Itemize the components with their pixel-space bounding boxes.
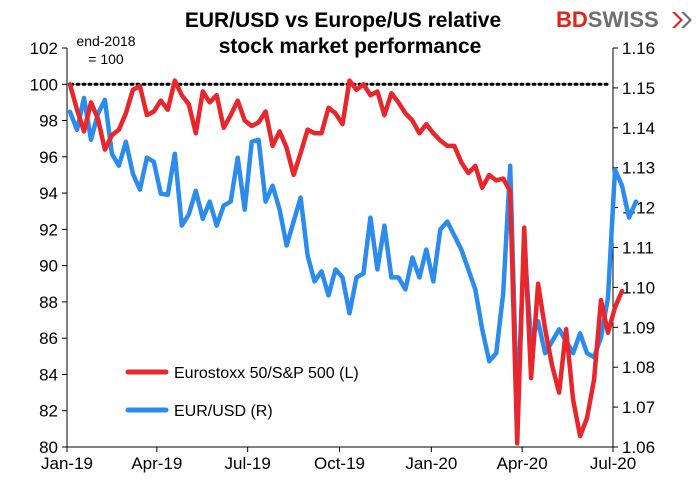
legend-label-eurostoxx: Eurostoxx 50/S&P 500 (L) (174, 365, 359, 382)
legend: Eurostoxx 50/S&P 500 (L) EUR/USD (R) (125, 365, 359, 420)
left-tick-label: 84 (39, 365, 58, 384)
series-line-eurostoxx (67, 78, 625, 446)
annotation-line1: end-2018 (76, 33, 135, 49)
right-tick-label: 1.13 (622, 159, 655, 178)
logo-chevrons-icon (672, 12, 692, 28)
annotation-line2: = 100 (88, 51, 124, 67)
right-tick-label: 1.11 (622, 239, 654, 258)
right-tick-label: 1.06 (622, 438, 655, 457)
left-tick-label: 100 (30, 75, 58, 94)
right-tick-label: 1.14 (622, 119, 655, 138)
left-tick-label: 80 (39, 438, 58, 457)
logo-swiss: SWISS (588, 7, 659, 32)
left-tick-label: 88 (39, 293, 58, 312)
x-tick-label: Apr-20 (497, 454, 548, 473)
series-line-eurusd (67, 95, 639, 416)
right-tick-label: 1.09 (622, 318, 655, 337)
x-tick-label: Jan-19 (41, 454, 93, 473)
right-tick-label: 1.07 (622, 398, 655, 417)
right-tick-label: 1.16 (622, 39, 655, 58)
x-tick-label: Apr-19 (131, 454, 182, 473)
x-tick-label: Jul-19 (225, 454, 271, 473)
legend-label-eurusd: EUR/USD (R) (174, 403, 273, 420)
chart-title-line2: stock market performance (219, 35, 482, 58)
left-tick-label: 86 (39, 329, 58, 348)
left-tick-label: 94 (39, 184, 58, 203)
right-tick-label: 1.10 (622, 278, 655, 297)
x-tick-label: Oct-19 (314, 454, 365, 473)
brand-logo: BDSWISS (556, 7, 692, 32)
axes: 80 82 84 86 88 90 92 94 96 98 100 102 1.06 1.07 1.08 1.… (30, 39, 655, 473)
x-tick-label: Jul-20 (590, 454, 636, 473)
left-tick-label: 96 (39, 148, 58, 167)
left-tick-label: 92 (39, 220, 58, 239)
left-tick-label: 90 (39, 257, 58, 276)
logo-text: BDSWISS (556, 7, 659, 32)
right-tick-label: 1.15 (622, 79, 655, 98)
series-group (67, 78, 639, 446)
left-tick-label: 102 (30, 39, 58, 58)
left-tick-label: 98 (39, 112, 58, 131)
chart-title-line1: EUR/USD vs Europe/US relative (185, 9, 501, 32)
left-tick-label: 82 (39, 402, 58, 421)
right-tick-label: 1.08 (622, 358, 655, 377)
logo-bd: BD (556, 7, 588, 32)
x-tick-label: Jan-20 (405, 454, 457, 473)
